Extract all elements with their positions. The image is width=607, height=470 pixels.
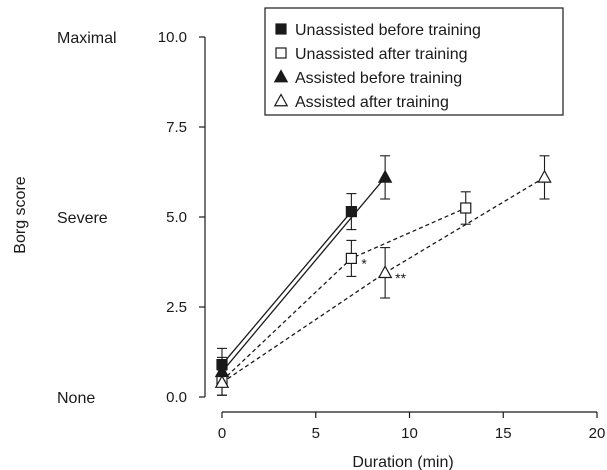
y-axis-title: Borg score xyxy=(12,176,29,253)
data-point-marker xyxy=(275,47,287,59)
data-point-marker xyxy=(214,374,230,388)
series-line xyxy=(221,207,467,382)
series-line xyxy=(221,176,386,373)
y-tick-label: 0.0 xyxy=(166,389,187,406)
level-label: None xyxy=(57,390,95,407)
series-1 xyxy=(216,191,472,396)
legend-label: Unassisted before training xyxy=(295,22,481,39)
data-point-marker xyxy=(273,93,289,107)
series-2 xyxy=(214,155,393,387)
y-tick-label: 10.0 xyxy=(158,29,187,46)
x-tick-label: 5 xyxy=(312,425,320,442)
legend-label: Assisted before training xyxy=(295,70,462,87)
level-label: Maximal xyxy=(57,30,117,47)
significance-annotation: * xyxy=(361,255,367,271)
x-axis-title: Duration (min) xyxy=(352,454,453,470)
x-tick-label: 15 xyxy=(495,425,512,442)
x-tick-label: 0 xyxy=(218,425,226,442)
series-3 xyxy=(214,155,552,396)
axes: 0.0 2.5 5.0 7.5 10.0 0 5 10 15 20 xyxy=(158,29,606,442)
series-line xyxy=(221,211,352,366)
level-label: Severe xyxy=(57,210,108,227)
data-point-marker xyxy=(345,206,357,218)
legend-label: Unassisted after training xyxy=(295,46,468,63)
x-tick-label: 10 xyxy=(401,425,418,442)
data-point-marker xyxy=(377,265,393,279)
y-tick-label: 5.0 xyxy=(166,209,187,226)
data-point-marker xyxy=(275,23,287,35)
data-point-marker xyxy=(537,169,552,183)
legend-label: Assisted after training xyxy=(295,94,449,111)
legend: Unassisted before training Unassisted aft… xyxy=(264,7,564,116)
legend-box xyxy=(264,7,564,116)
y-tick-label: 2.5 xyxy=(166,299,187,316)
x-tick-label: 20 xyxy=(589,425,606,442)
level-labels: Maximal Severe None xyxy=(57,30,117,407)
data-point-marker xyxy=(460,202,472,214)
significance-annotation: ** xyxy=(395,270,406,286)
data-point-marker xyxy=(345,252,357,264)
data-point-marker xyxy=(273,69,289,83)
data-point-marker xyxy=(377,169,393,183)
series-layer: *** xyxy=(214,155,552,396)
series-line xyxy=(221,176,545,384)
y-tick-label: 7.5 xyxy=(166,119,187,136)
